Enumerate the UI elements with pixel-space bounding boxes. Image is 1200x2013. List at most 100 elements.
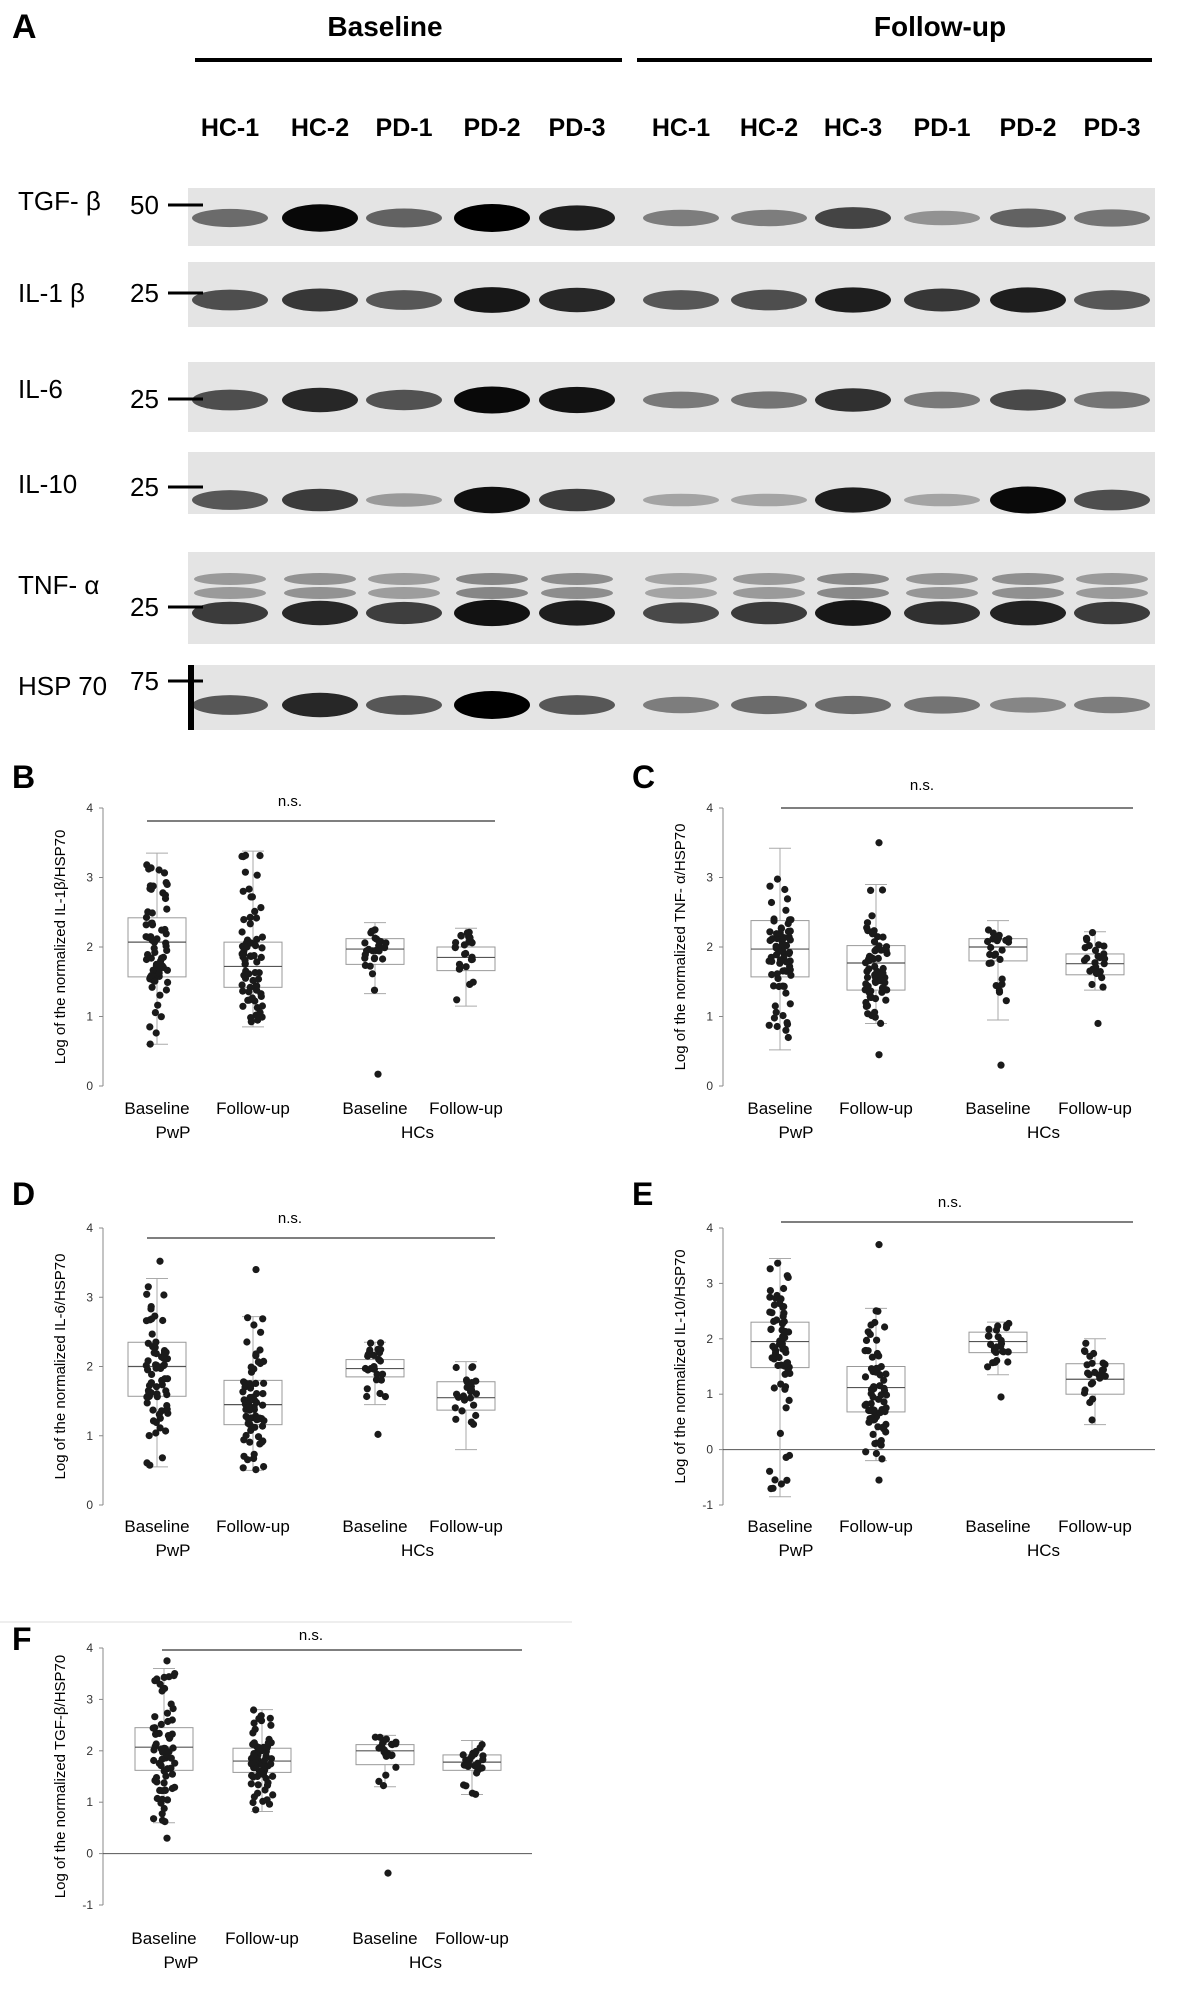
data-point xyxy=(239,853,247,861)
mw-marker-label: 25 xyxy=(130,592,159,622)
blot-band xyxy=(992,587,1064,599)
data-point xyxy=(239,1002,247,1010)
data-point xyxy=(785,950,793,958)
data-point xyxy=(163,1391,171,1399)
data-point xyxy=(773,970,781,978)
blot-band xyxy=(366,493,442,507)
data-point xyxy=(257,1328,265,1336)
blot-band xyxy=(366,389,442,411)
data-point xyxy=(253,871,261,879)
panel-letter: E xyxy=(632,1176,653,1212)
protein-label: IL-1 β xyxy=(18,278,85,308)
blot-band xyxy=(1076,587,1148,599)
data-point xyxy=(388,1740,396,1748)
blot-band xyxy=(192,289,268,311)
data-point xyxy=(153,1390,161,1398)
data-point xyxy=(771,1476,779,1484)
data-point xyxy=(878,1455,886,1463)
blot-band xyxy=(1076,573,1148,585)
data-point xyxy=(867,1365,876,1373)
y-tick-label: 0 xyxy=(86,1079,93,1093)
data-point xyxy=(257,953,265,962)
data-point xyxy=(774,1259,782,1267)
blot-band xyxy=(904,288,980,312)
blot-band xyxy=(454,691,530,719)
data-point xyxy=(264,1779,272,1787)
group-label-hcs: HCs xyxy=(401,1541,434,1560)
lane-label: HC-2 xyxy=(291,114,349,142)
blot-band xyxy=(368,587,440,599)
data-point xyxy=(256,1745,264,1753)
data-point xyxy=(239,987,247,995)
data-point xyxy=(152,1029,160,1037)
y-tick-label: 4 xyxy=(86,1221,93,1235)
blot-band xyxy=(817,587,889,599)
data-point xyxy=(163,946,171,955)
data-point xyxy=(1002,997,1010,1005)
panel-letter: C xyxy=(632,759,655,795)
data-point xyxy=(246,1415,254,1423)
lane-label: PD-3 xyxy=(1084,114,1141,142)
group-label-pwp: PwP xyxy=(156,1541,191,1560)
blot-band xyxy=(992,573,1064,585)
data-point xyxy=(163,1405,171,1413)
data-point xyxy=(777,1480,786,1488)
y-tick-label: -1 xyxy=(702,1498,713,1512)
data-point xyxy=(379,1782,388,1790)
data-point xyxy=(769,1484,777,1492)
group-label-pwp: PwP xyxy=(779,1123,814,1142)
data-point xyxy=(768,1309,776,1317)
data-point xyxy=(462,963,470,971)
blot-band xyxy=(366,290,442,310)
blot-band xyxy=(456,573,528,585)
data-point xyxy=(249,976,257,985)
data-point xyxy=(873,1349,882,1358)
data-point xyxy=(867,1400,875,1408)
data-point xyxy=(239,887,247,895)
data-point xyxy=(467,956,476,964)
box-plot-panel-c: C 0 1 2 3 4 Log of the normalized TNF- α/HSP70… xyxy=(632,759,1133,1142)
outlier-point xyxy=(1094,1019,1102,1028)
data-point xyxy=(474,1759,482,1767)
lane-label: PD-2 xyxy=(464,114,521,142)
data-point xyxy=(997,1339,1006,1348)
blot-band xyxy=(192,490,268,510)
category-label: Baseline xyxy=(342,1099,407,1118)
data-point xyxy=(247,1363,255,1371)
blot-band xyxy=(539,600,615,626)
data-point xyxy=(376,1733,384,1741)
data-point xyxy=(770,1014,779,1022)
data-point xyxy=(153,1675,161,1683)
category-label: Baseline xyxy=(965,1517,1030,1536)
data-point xyxy=(253,1390,261,1398)
data-point xyxy=(260,1463,268,1471)
data-point xyxy=(874,954,882,963)
data-point xyxy=(171,1783,179,1791)
significance-label: n.s. xyxy=(278,793,302,810)
box-series xyxy=(1065,929,1125,1028)
data-point xyxy=(160,1779,168,1787)
data-point xyxy=(1101,1372,1109,1380)
data-point xyxy=(786,966,794,974)
blot-band xyxy=(282,692,358,718)
data-point xyxy=(152,1383,161,1391)
data-point xyxy=(478,1741,486,1749)
data-point xyxy=(781,885,789,894)
blot-band xyxy=(194,573,266,585)
data-point xyxy=(773,1316,781,1324)
data-point xyxy=(161,1767,169,1775)
data-point xyxy=(861,1347,869,1355)
data-point xyxy=(144,1283,152,1291)
data-point xyxy=(780,1284,788,1293)
data-point xyxy=(1082,1339,1090,1347)
data-point xyxy=(377,1339,385,1347)
data-point xyxy=(765,957,773,965)
data-point xyxy=(158,1795,166,1803)
data-point xyxy=(772,944,780,952)
data-point xyxy=(381,1393,389,1401)
data-point xyxy=(452,1415,460,1423)
data-point xyxy=(766,1467,774,1475)
protein-label: IL-6 xyxy=(18,374,63,404)
data-point xyxy=(142,1317,151,1325)
data-point xyxy=(254,975,263,983)
